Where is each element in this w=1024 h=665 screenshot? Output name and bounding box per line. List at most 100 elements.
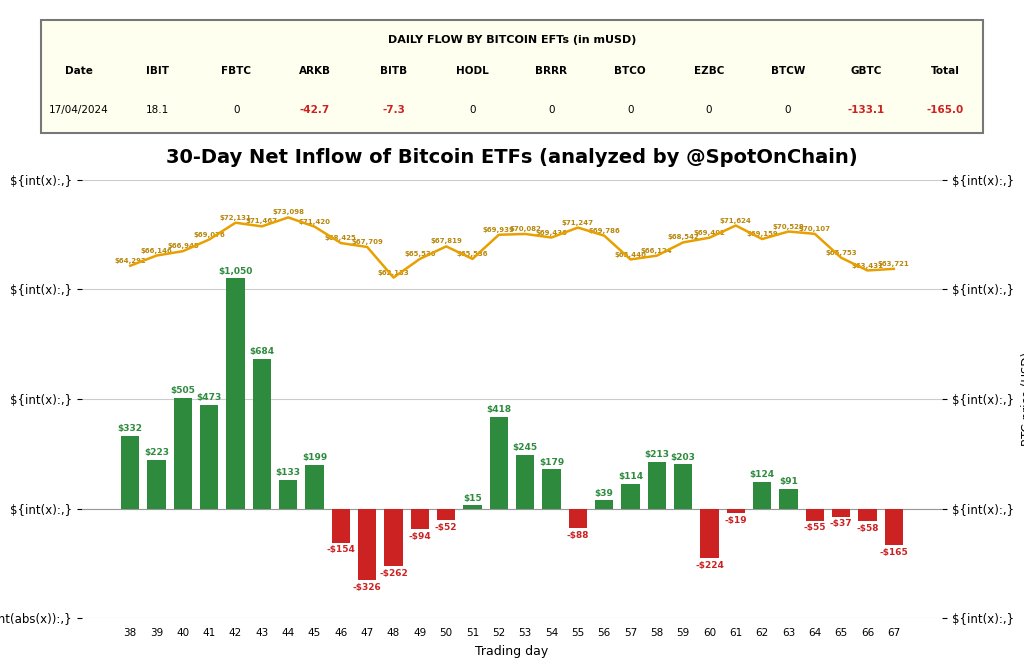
Bar — [674, 464, 692, 509]
Text: $69,786: $69,786 — [588, 227, 620, 233]
Text: -$165: -$165 — [880, 547, 908, 557]
Bar — [358, 509, 377, 581]
Text: -$19: -$19 — [725, 515, 748, 525]
Text: Date: Date — [65, 66, 92, 76]
Text: $199: $199 — [302, 454, 327, 462]
Text: $418: $418 — [486, 406, 511, 414]
Text: -$52: -$52 — [435, 523, 458, 532]
Text: $71,624: $71,624 — [720, 217, 752, 223]
Text: BTCW: BTCW — [771, 66, 805, 76]
Text: $15: $15 — [463, 494, 482, 503]
Bar — [384, 509, 402, 566]
Text: 0: 0 — [627, 105, 634, 116]
Text: 0: 0 — [548, 105, 555, 116]
Text: IBIT: IBIT — [146, 66, 169, 76]
Bar — [226, 278, 245, 509]
Text: $64,292: $64,292 — [115, 258, 146, 264]
Text: $473: $473 — [197, 393, 222, 402]
Text: DAILY FLOW BY BITCOIN EFTs (in mUSD): DAILY FLOW BY BITCOIN EFTs (in mUSD) — [388, 35, 636, 45]
Bar — [543, 469, 561, 509]
Y-axis label: BTC price (USD): BTC price (USD) — [1021, 352, 1024, 446]
Bar — [411, 509, 429, 529]
Bar — [147, 460, 166, 509]
Text: $179: $179 — [539, 458, 564, 467]
Text: FBTC: FBTC — [221, 66, 251, 76]
Bar — [253, 358, 271, 509]
Text: Total: Total — [931, 66, 959, 76]
Text: -$224: -$224 — [695, 561, 724, 569]
Text: -133.1: -133.1 — [848, 105, 885, 116]
Text: HODL: HODL — [457, 66, 489, 76]
Bar — [700, 509, 719, 558]
Text: $124: $124 — [750, 470, 775, 479]
Text: $62,133: $62,133 — [378, 269, 410, 276]
Text: $69,436: $69,436 — [536, 229, 567, 235]
Bar — [753, 481, 771, 509]
Text: 17/04/2024: 17/04/2024 — [49, 105, 109, 116]
Bar — [858, 509, 877, 521]
Text: $70,082: $70,082 — [509, 226, 541, 232]
Text: $245: $245 — [513, 444, 538, 452]
Bar — [332, 509, 350, 543]
Text: $69,939: $69,939 — [483, 227, 515, 233]
Text: $65,536: $65,536 — [457, 251, 488, 257]
Text: $68,542: $68,542 — [668, 235, 699, 241]
Text: $223: $223 — [144, 448, 169, 457]
Text: $71,247: $71,247 — [562, 219, 594, 225]
Text: ARKB: ARKB — [299, 66, 331, 76]
Title: 30-Day Net Inflow of Bitcoin ETFs (analyzed by @SpotOnChain): 30-Day Net Inflow of Bitcoin ETFs (analy… — [166, 148, 858, 167]
Text: BTCO: BTCO — [614, 66, 646, 76]
Text: $71,467: $71,467 — [246, 218, 278, 225]
Text: -42.7: -42.7 — [300, 105, 330, 116]
Text: $63,431: $63,431 — [851, 263, 884, 269]
Bar — [568, 509, 587, 528]
Text: $133: $133 — [275, 468, 301, 477]
Text: -$37: -$37 — [829, 519, 852, 529]
Text: $67,709: $67,709 — [351, 239, 383, 245]
Bar — [831, 509, 850, 517]
Text: $63,721: $63,721 — [878, 261, 909, 267]
Bar — [727, 509, 745, 513]
Text: $684: $684 — [249, 347, 274, 356]
Text: $65,753: $65,753 — [825, 250, 857, 256]
Text: $114: $114 — [617, 472, 643, 481]
Text: $72,131: $72,131 — [219, 215, 252, 221]
Text: $65,536: $65,536 — [404, 251, 435, 257]
Text: $66,945: $66,945 — [167, 243, 199, 249]
Text: 18.1: 18.1 — [145, 105, 169, 116]
Text: 0: 0 — [706, 105, 713, 116]
Text: -$88: -$88 — [566, 531, 589, 540]
Text: BRRR: BRRR — [536, 66, 567, 76]
Text: $67,819: $67,819 — [430, 239, 462, 245]
Bar — [516, 455, 535, 509]
Text: -$58: -$58 — [856, 524, 879, 533]
Bar — [279, 479, 297, 509]
Text: -7.3: -7.3 — [382, 105, 406, 116]
Text: $66,146: $66,146 — [140, 247, 172, 253]
Text: -$55: -$55 — [804, 523, 826, 533]
Text: $1,050: $1,050 — [218, 267, 253, 276]
Text: $65,440: $65,440 — [614, 251, 646, 257]
Text: $69,402: $69,402 — [693, 230, 725, 236]
Text: $505: $505 — [170, 386, 196, 395]
Text: -165.0: -165.0 — [927, 105, 964, 116]
Bar — [200, 405, 218, 509]
Bar — [121, 436, 139, 509]
Text: $203: $203 — [671, 453, 695, 462]
Text: 0: 0 — [469, 105, 476, 116]
Text: -$262: -$262 — [379, 569, 408, 578]
Bar — [463, 505, 481, 509]
Bar — [885, 509, 903, 545]
Bar — [806, 509, 824, 521]
Text: $70,528: $70,528 — [772, 223, 804, 229]
Text: GBTC: GBTC — [851, 66, 883, 76]
Text: BITB: BITB — [380, 66, 408, 76]
FancyBboxPatch shape — [41, 20, 983, 133]
Bar — [622, 483, 640, 509]
Bar — [779, 489, 798, 509]
Bar — [174, 398, 193, 509]
Text: $332: $332 — [118, 424, 142, 433]
Bar — [647, 462, 666, 509]
Text: $69,159: $69,159 — [746, 231, 778, 237]
Text: $68,425: $68,425 — [325, 235, 356, 241]
